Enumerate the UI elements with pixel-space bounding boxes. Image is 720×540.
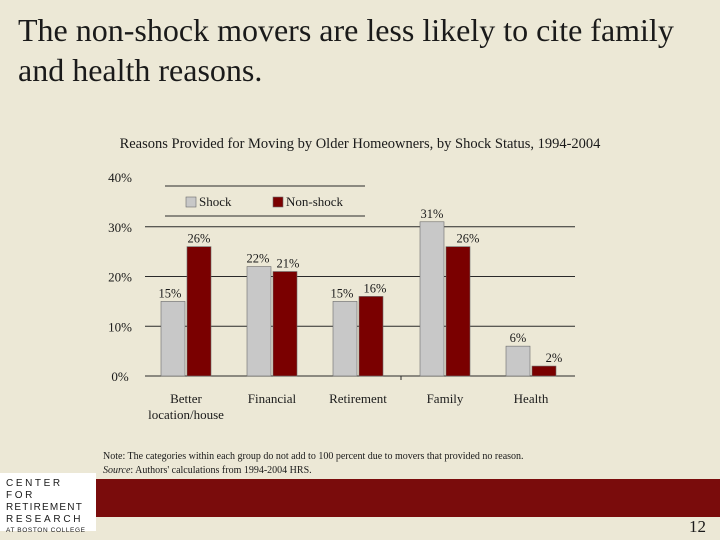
x-label-0-line-0: Better	[170, 391, 202, 406]
logo-line-3: RESEARCH	[6, 514, 84, 525]
slide-title: The non-shock movers are less likely to …	[18, 12, 674, 88]
x-axis-category-labels: Better location/house Financial Retirement F…	[148, 391, 549, 422]
chart-title: Reasons Provided for Moving by Older Hom…	[119, 136, 601, 152]
x-label-3-line-0: Family	[427, 391, 464, 406]
source-text: : Authors' calculations from 1994-2004 H…	[130, 465, 312, 476]
x-label-3: Family	[427, 391, 464, 406]
x-label-4: Health	[514, 391, 549, 406]
bar-non-shock-0	[186, 246, 212, 377]
footer-bar	[0, 479, 720, 517]
legend-swatch-shock	[185, 196, 197, 208]
bar-non-shock-1	[272, 271, 298, 377]
bar-non-shock-2	[358, 296, 384, 377]
y-axis-tick-labels: 0% 10% 20% 30% 40%	[108, 170, 132, 384]
y-tick-label-0: 0%	[111, 369, 129, 384]
bar-shock-3	[419, 221, 445, 377]
chart-note: Note: The categories within each group d…	[103, 450, 703, 478]
data-label-non-shock-1: 21%	[277, 257, 300, 271]
x-label-0-line-1: location/house	[148, 407, 224, 422]
x-label-1-line-0: Financial	[248, 391, 297, 406]
data-label-shock-2: 15%	[331, 286, 354, 300]
source-line: Source: Authors' calculations from 1994-…	[103, 464, 703, 478]
data-label-non-shock-4: 2%	[546, 351, 563, 365]
logo-line-1: CENTER FOR	[6, 478, 63, 501]
y-tick-label-1: 10%	[108, 319, 132, 334]
crr-logo: CENTER FOR RETIREMENT RESEARCH AT BOSTON…	[0, 473, 96, 534]
x-label-4-line-0: Health	[514, 391, 549, 406]
bar-shock-4	[505, 345, 531, 377]
source-label: Source	[103, 465, 131, 476]
note-text: Note: The categories within each group d…	[103, 451, 524, 462]
bars	[160, 221, 557, 377]
x-label-2-line-0: Retirement	[329, 391, 387, 406]
page-number: 12	[689, 517, 706, 536]
data-label-shock-4: 6%	[510, 331, 527, 345]
y-tick-label-2: 20%	[108, 270, 132, 285]
legend-label-shock: Shock	[199, 194, 232, 209]
bar-shock-0	[160, 301, 186, 377]
data-label-shock-1: 22%	[247, 252, 270, 266]
data-label-non-shock-2: 16%	[364, 281, 387, 295]
bar-shock-2	[332, 301, 358, 377]
legend-label-non-shock: Non-shock	[286, 194, 344, 209]
bar-non-shock-4	[531, 365, 557, 377]
logo-line-4: AT BOSTON COLLEGE	[6, 527, 86, 534]
data-label-shock-0: 15%	[159, 286, 182, 300]
data-label-shock-3: 31%	[421, 207, 444, 221]
bar-shock-1	[246, 266, 272, 377]
y-tick-label-3: 30%	[108, 220, 132, 235]
x-label-2: Retirement	[329, 391, 387, 406]
legend: Shock Non-shock	[165, 185, 365, 217]
legend-swatch-non-shock	[272, 196, 284, 208]
x-label-0: Better location/house	[148, 391, 224, 422]
logo-line-2: RETIREMENT	[6, 502, 83, 513]
x-label-1: Financial	[248, 391, 297, 406]
data-label-non-shock-0: 26%	[188, 232, 211, 246]
data-labels: 15% 22% 15% 31% 6% 26% 21% 16% 26% 2%	[159, 207, 563, 365]
data-label-non-shock-3: 26%	[457, 232, 480, 246]
y-tick-label-4: 40%	[108, 170, 132, 185]
bar-non-shock-3	[445, 246, 471, 377]
